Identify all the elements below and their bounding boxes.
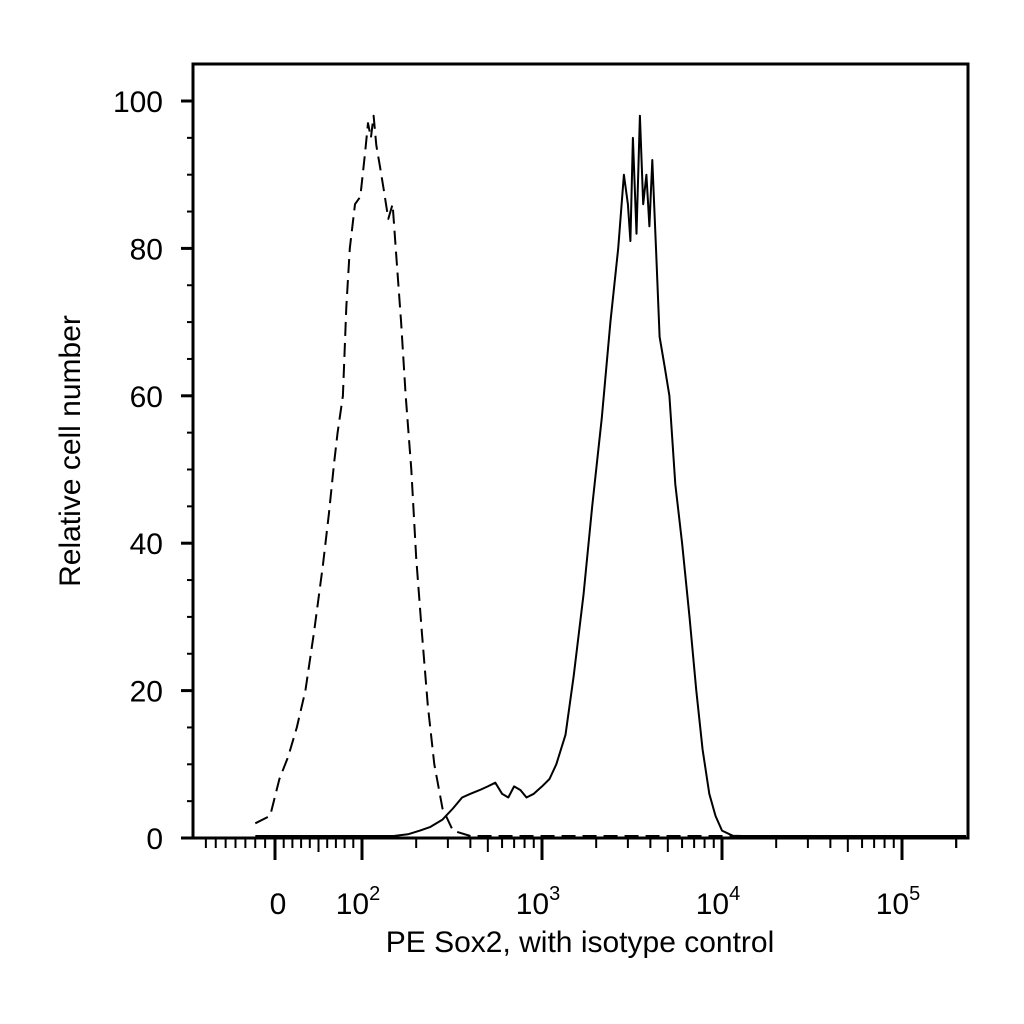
pe-sox2-histogram: [255, 114, 966, 837]
x-tick-label: 105: [876, 883, 921, 921]
x-tick-exponent: 4: [729, 883, 740, 905]
x-tick-label: 104: [696, 883, 741, 921]
x-tick-exponent: 5: [909, 883, 920, 905]
x-axis: 0 102 103 104 105: [204, 838, 958, 921]
x-tick-base: 0: [270, 888, 287, 921]
y-tick-label: 20: [130, 676, 163, 709]
x-tick-exponent: 2: [369, 883, 380, 905]
y-tick-label: 60: [130, 381, 163, 414]
x-tick-exponent: 3: [549, 883, 560, 905]
series-layer: [254, 114, 966, 837]
y-tick-label: 80: [130, 233, 163, 266]
x-tick-base: 10: [516, 888, 549, 921]
x-tick-label: 103: [516, 883, 561, 921]
x-axis-title: PE Sox2, with isotype control: [386, 926, 775, 959]
x-tick-label: 0: [270, 888, 287, 921]
y-tick-label: 40: [130, 528, 163, 561]
y-axis-title: Relative cell number: [54, 315, 87, 587]
isotype-control-histogram: [254, 114, 754, 837]
x-tick-base: 10: [876, 888, 909, 921]
y-axis: 0 20 40 60 80 100: [113, 86, 193, 856]
y-tick-label: 0: [146, 823, 163, 856]
x-tick-base: 10: [696, 888, 729, 921]
x-tick-label: 102: [336, 883, 381, 921]
y-tick-label: 100: [113, 86, 163, 119]
plot-frame: [191, 62, 970, 840]
x-tick-base: 10: [336, 888, 369, 921]
